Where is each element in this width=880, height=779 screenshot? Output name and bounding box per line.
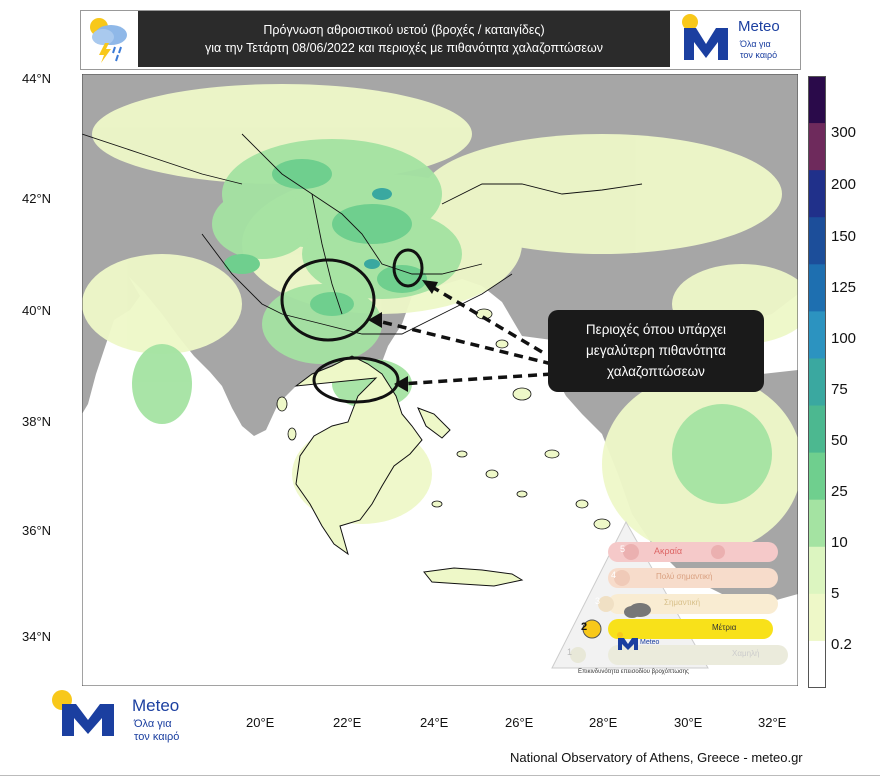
colorbar-label-10: 10 bbox=[831, 534, 848, 551]
colorbar-swatch-6 bbox=[808, 358, 826, 407]
colorbar-swatch-10 bbox=[808, 546, 826, 595]
greek-mainland bbox=[294, 355, 423, 556]
lon-label-20: 20°E bbox=[246, 715, 275, 730]
pyramid-level-4-label: Πολύ σημαντική bbox=[656, 572, 713, 581]
colorbar-frame bbox=[808, 76, 826, 688]
pyramid-level-2-label: Μέτρια bbox=[712, 623, 737, 632]
lat-label-40: 40°N bbox=[22, 303, 52, 318]
colorbar-swatch-7 bbox=[808, 405, 826, 454]
callout-line-2: μεγαλύτερη πιθανότητα bbox=[586, 343, 726, 358]
hail-callout: Περιοχές όπου υπάρχει μεγαλύτερη πιθανότ… bbox=[548, 310, 764, 392]
colorbar-swatch-8 bbox=[808, 452, 826, 501]
colorbar-label-75: 75 bbox=[831, 381, 848, 398]
pyramid-level-3-number: 3 bbox=[595, 596, 601, 606]
colorbar-label-0-2: 0.2 bbox=[831, 636, 852, 653]
colorbar-swatch-0 bbox=[808, 76, 826, 124]
pyramid-level-2-number: 2 bbox=[581, 621, 588, 633]
colorbar-swatch-4 bbox=[808, 264, 826, 312]
colorbar-swatch-3 bbox=[808, 217, 826, 265]
meteo-header-logo[interactable]: Meteo Όλα για τον καιρό bbox=[676, 10, 798, 68]
lat-label-42: 42°N bbox=[22, 191, 52, 206]
colorbar-swatches bbox=[808, 76, 826, 689]
title-line-1: Πρόγνωση αθροιστικού υετού (βροχές / κατ… bbox=[263, 23, 545, 37]
colorbar-label-5: 5 bbox=[831, 585, 840, 602]
crete-island bbox=[423, 567, 524, 587]
lat-label-34: 34°N bbox=[22, 629, 52, 644]
colorbar-swatch-1 bbox=[808, 123, 826, 171]
source-credit: National Observatory of Athens, Greece -… bbox=[510, 750, 803, 765]
aegean-islands bbox=[276, 308, 611, 530]
lon-label-24: 24°E bbox=[420, 715, 449, 730]
header-logo-text: Meteo bbox=[738, 18, 780, 35]
colorbar-label-150: 150 bbox=[831, 228, 857, 245]
lon-label-26: 26°E bbox=[505, 715, 534, 730]
heavy-rain-spots bbox=[364, 188, 392, 269]
footer-logo-tagline-1: Όλα για bbox=[134, 718, 172, 730]
arrow-heads bbox=[368, 280, 438, 392]
footer-logo-text: Meteo bbox=[132, 696, 180, 715]
colorbar-swatch-5 bbox=[808, 311, 826, 359]
lat-label-44: 44°N bbox=[22, 71, 52, 86]
header-logo-tagline-1: Όλα για bbox=[740, 39, 771, 49]
hail-zone-macedonia bbox=[280, 258, 376, 342]
evia-island bbox=[417, 407, 451, 439]
lat-label-38: 38°N bbox=[22, 414, 52, 429]
thunderstorm-icon bbox=[85, 13, 131, 65]
colorbar-label-300: 300 bbox=[831, 124, 857, 141]
colorbar-swatch-9 bbox=[808, 499, 826, 548]
pyramid-level-5-number: 5 bbox=[620, 544, 626, 554]
lon-label-32: 32°E bbox=[758, 715, 787, 730]
bottom-divider bbox=[0, 775, 880, 776]
colorbar-label-125: 125 bbox=[831, 279, 857, 296]
title-line-2: για την Τετάρτη 08/06/2022 και περιοχές … bbox=[204, 41, 603, 55]
warning-pyramid: 5 Ακραία 4 Πολύ σημαντική 3 Σημαντική 2 … bbox=[548, 518, 788, 680]
colorbar-swatch-12 bbox=[808, 640, 826, 689]
pyramid-caption: Επικινδυνότητα επεισοδίου βροχόπτωσης bbox=[578, 669, 689, 675]
pyramid-level-3-label: Σημαντική bbox=[664, 598, 701, 607]
colorbar-swatch-11 bbox=[808, 593, 826, 642]
colorbar bbox=[808, 76, 826, 689]
hail-arrows bbox=[373, 282, 553, 386]
colorbar-label-200: 200 bbox=[831, 176, 857, 193]
map-title: Πρόγνωση αθροιστικού υετού (βροχές / κατ… bbox=[138, 11, 670, 67]
callout-line-3: χαλαζοπτώσεων bbox=[607, 364, 705, 379]
header-logo-tagline-2: τον καιρό bbox=[740, 50, 778, 60]
pyramid-logo-text: Meteo bbox=[640, 639, 660, 646]
hail-zone-central-greece bbox=[312, 356, 400, 404]
lon-label-30: 30°E bbox=[674, 715, 703, 730]
lat-label-36: 36°N bbox=[22, 523, 52, 538]
pyramid-level-1-label: Χαμηλή bbox=[732, 649, 760, 658]
country-borders bbox=[81, 133, 643, 335]
heavier-rain-areas bbox=[224, 159, 427, 316]
meteo-footer-logo[interactable]: Meteo Όλα για τον καιρό bbox=[50, 688, 200, 744]
callout-line-1: Περιοχές όπου υπάρχει bbox=[585, 322, 727, 337]
hail-zone-thrace bbox=[392, 248, 424, 288]
colorbar-label-25: 25 bbox=[831, 483, 848, 500]
colorbar-swatch-2 bbox=[808, 170, 826, 218]
pyramid-level-5-label: Ακραία bbox=[654, 546, 683, 556]
colorbar-label-100: 100 bbox=[831, 330, 857, 347]
pyramid-level-1-number: 1 bbox=[567, 647, 573, 657]
pyramid-level-4-number: 4 bbox=[611, 570, 617, 580]
colorbar-label-50: 50 bbox=[831, 432, 848, 449]
lon-label-28: 28°E bbox=[589, 715, 618, 730]
lon-label-22: 22°E bbox=[333, 715, 362, 730]
footer-logo-tagline-2: τον καιρό bbox=[134, 731, 180, 743]
